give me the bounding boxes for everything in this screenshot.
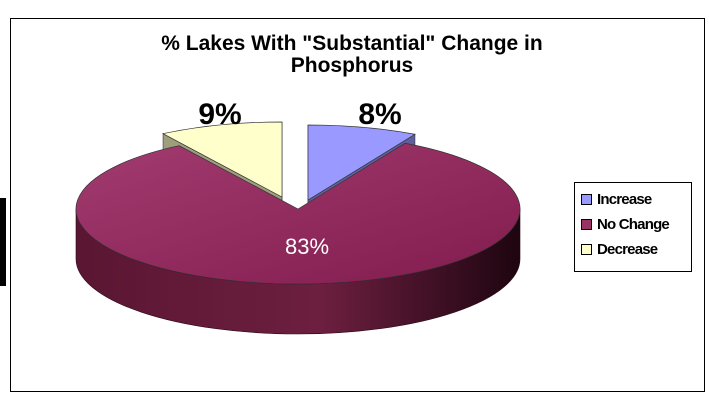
legend-swatch-decrease — [581, 244, 592, 255]
legend-swatch-increase — [581, 194, 592, 205]
data-label-increase: 8% — [358, 98, 401, 131]
legend-item-no-change: No Change — [581, 212, 685, 237]
legend: Increase No Change Decrease — [574, 182, 692, 272]
legend-label-increase: Increase — [597, 191, 652, 208]
data-label-decrease: 9% — [198, 98, 241, 131]
data-label-no-change: 83% — [285, 234, 329, 259]
legend-item-increase: Increase — [581, 187, 685, 212]
legend-item-decrease: Decrease — [581, 237, 685, 262]
legend-label-no-change: No Change — [597, 216, 670, 233]
pie-slice-no-change — [75, 142, 521, 285]
chart-title-line2: Phosphorus — [291, 54, 414, 77]
side-bar-mark — [0, 198, 6, 286]
chart-title: % Lakes With "Substantial" Change in — [161, 32, 542, 55]
pie-slice-increase — [307, 124, 416, 201]
legend-label-decrease: Decrease — [597, 241, 658, 258]
top-strip — [0, 0, 709, 18]
legend-swatch-no-change — [581, 219, 592, 230]
pie-slice-decrease — [162, 121, 283, 198]
